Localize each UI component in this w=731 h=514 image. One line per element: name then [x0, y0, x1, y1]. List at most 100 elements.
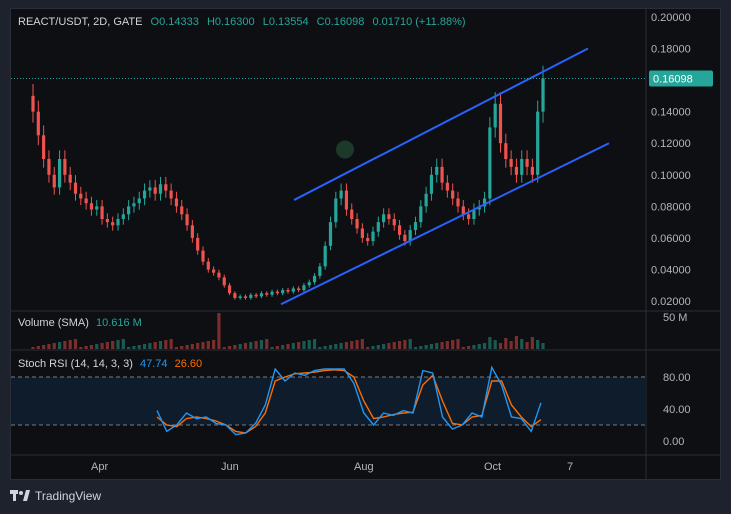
volume-bar [153, 342, 157, 349]
candles [31, 65, 545, 300]
volume-bar [275, 346, 279, 349]
candle-body [291, 288, 295, 292]
candle-body [323, 245, 327, 267]
volume-bar [360, 339, 364, 349]
price-tick: 0.20000 [651, 12, 691, 24]
channel-upper-line[interactable] [293, 47, 589, 201]
candle-body [275, 291, 279, 294]
candle-body [153, 187, 157, 194]
tradingview-logo-icon [10, 490, 30, 501]
stoch-rsi-legend: Stoch RSI (14, 14, 3, 3) 47.74 26.60 [18, 358, 202, 370]
volume-bar [190, 344, 194, 349]
candle-body [302, 285, 306, 291]
volume-bar [504, 338, 508, 349]
candle-body [227, 285, 232, 294]
candle-body [243, 296, 248, 298]
candle-body [318, 266, 322, 276]
price-tick: 0.14000 [651, 107, 691, 119]
candle-body [265, 293, 269, 295]
price-legend: REACT/USDT, 2D, GATE O0.14333 H0.16300 L… [18, 16, 471, 28]
candle-body [419, 206, 423, 223]
channel-lower-line[interactable] [280, 142, 610, 306]
candle-body [42, 135, 46, 159]
change-value: 0.01710 (+11.88%) [372, 16, 466, 28]
candle-body [509, 159, 513, 167]
candle-body [206, 261, 210, 270]
volume-scale-label: 50 M [663, 312, 687, 324]
volume-bar [339, 343, 343, 349]
candle-body [366, 237, 370, 242]
candle-body [121, 214, 125, 219]
volume-bar [307, 340, 311, 349]
volume-bar [445, 341, 449, 349]
volume-bar [63, 341, 67, 349]
volume-bar [79, 347, 83, 349]
volume-bar [121, 339, 125, 349]
axes: 0.200000.180000.160000.140000.120000.100… [11, 12, 713, 473]
volume-bar [142, 344, 147, 349]
volume-bar [520, 339, 524, 349]
volume-bar [328, 345, 333, 349]
volume-bar [201, 342, 205, 349]
volume-bar [413, 347, 418, 349]
time-tick: Jun [221, 461, 239, 473]
price-tick: 0.10000 [651, 170, 691, 182]
volume-bar [424, 345, 428, 349]
candle-body [307, 282, 311, 286]
candle-body [180, 206, 184, 215]
rsi-tick: 0.00 [663, 436, 684, 448]
volume-bar [212, 340, 216, 349]
candle-body [392, 219, 396, 226]
candle-body [127, 206, 131, 215]
candle-body [408, 230, 412, 242]
volume-bar [302, 341, 306, 349]
candle-body [456, 198, 460, 207]
price-channel[interactable] [280, 47, 610, 306]
volume-bar [180, 346, 184, 349]
volume-bar [238, 344, 242, 349]
volume-bar [227, 346, 232, 349]
candle-body [190, 225, 194, 238]
chart-canvas[interactable]: 0.200000.180000.160000.140000.120000.100… [11, 9, 720, 479]
candle-body [281, 290, 285, 294]
volume-bar [89, 345, 94, 349]
drawing-handle[interactable] [336, 140, 354, 159]
price-tick: 0.04000 [651, 265, 691, 277]
candle-body [79, 193, 83, 199]
volume-bar [429, 344, 434, 349]
volume-bar [291, 343, 295, 349]
candle-body [435, 166, 439, 175]
candle-body [334, 198, 338, 223]
chart-frame[interactable]: 0.200000.180000.160000.140000.120000.100… [10, 8, 721, 480]
candle-body [249, 294, 253, 298]
volume-bar [514, 336, 519, 349]
candle-body [259, 293, 264, 297]
volume-bar [100, 343, 104, 349]
stoch-rsi-d-line [156, 369, 542, 434]
candle-body [344, 190, 349, 210]
volume-bar [196, 343, 200, 349]
candle-body [31, 95, 35, 112]
volume-bar [461, 347, 465, 349]
candle-body [105, 219, 109, 223]
candle-body [57, 159, 62, 188]
candle-body [376, 222, 380, 232]
volume-bar [281, 345, 285, 349]
volume-bar [536, 340, 540, 349]
volume-label: Volume (SMA) [18, 317, 89, 329]
low-value: L0.13554 [262, 16, 309, 28]
price-tick: 0.12000 [651, 138, 691, 150]
volume-bar [57, 342, 62, 349]
candle-body [132, 203, 136, 207]
candle-body [350, 209, 354, 219]
candle-body [185, 214, 189, 226]
volume-bar [334, 344, 338, 349]
volume-bar [366, 347, 370, 349]
volume-bar [488, 337, 492, 349]
volume-bar [371, 346, 375, 349]
volume-bar [541, 343, 545, 349]
time-tick: Oct [484, 461, 501, 473]
volume-bar [419, 346, 423, 349]
volume-bar [265, 339, 269, 349]
volume-bar [397, 341, 402, 349]
